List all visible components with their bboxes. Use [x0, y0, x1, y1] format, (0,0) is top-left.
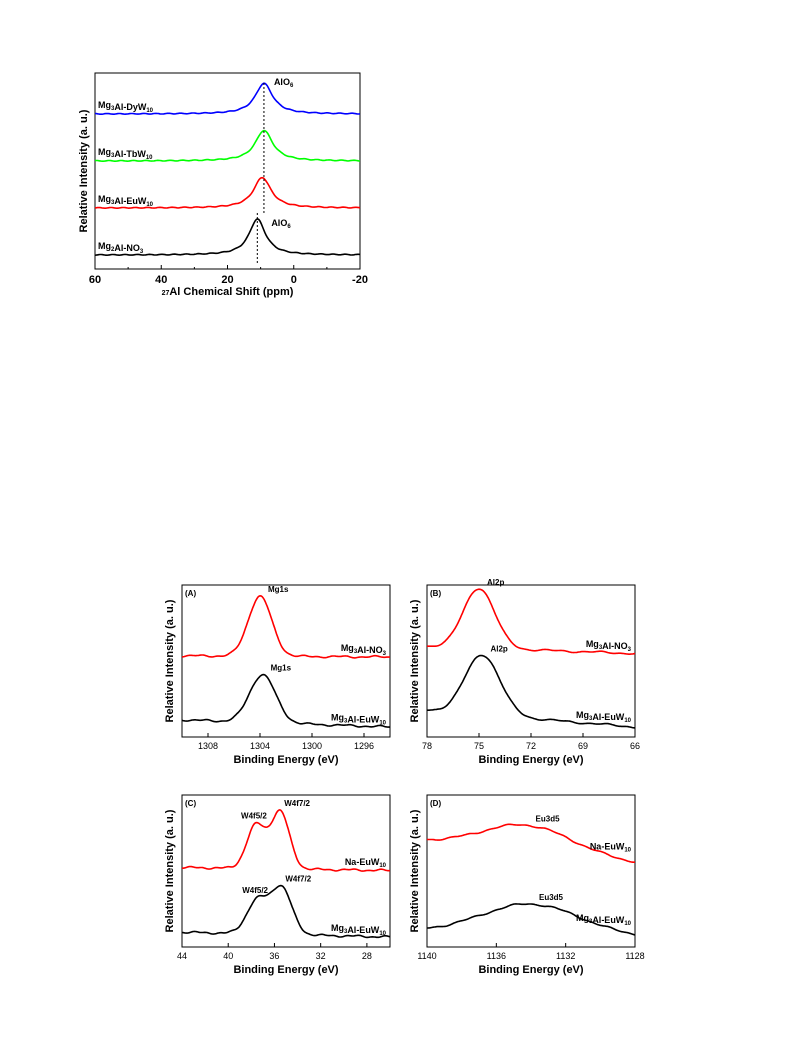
x-tick-label: 1140 — [417, 951, 436, 961]
y-axis-label: Relative Intensity (a. u.) — [164, 599, 176, 722]
panel-label: (D) — [430, 799, 441, 808]
peak-label: Mg1s — [271, 664, 292, 673]
panel-label: (C) — [185, 799, 196, 808]
plot-frame — [426, 794, 636, 948]
series-line — [94, 129, 361, 163]
peak-label: W4f5/2 — [241, 812, 267, 821]
peak-label: Eu3d5 — [536, 814, 561, 823]
plot-frame — [181, 584, 391, 738]
x-tick-label: 66 — [630, 741, 640, 751]
series-label: Mg3Al-EuW10 — [331, 923, 387, 937]
panel-A: (A) 1308 1304 1300 1296 Binding Energy (eV) Re… — [164, 584, 391, 766]
x-axis-label: 27Al Chemical Shift (ppm) — [162, 286, 294, 298]
x-tick-label: 72 — [526, 741, 536, 751]
nmr-figure: 60 40 20 0 -20 27Al Chemical Shift (ppm) Relat… — [78, 72, 368, 298]
series-line — [182, 809, 391, 872]
series-label: Na-EuW10 — [590, 842, 632, 854]
x-axis-label: Binding Energy (eV) — [233, 964, 338, 976]
series-line — [427, 654, 636, 729]
panel-B: (B) 78 75 72 69 66 Binding Energy (eV) Relative… — [409, 578, 640, 766]
x-tick-label: 1132 — [556, 951, 575, 961]
series-line — [94, 218, 361, 257]
x-tick-label: 78 — [422, 741, 432, 751]
series-line — [427, 903, 636, 936]
x-tick-label: 40 — [155, 274, 167, 286]
x-tick-label: 1296 — [354, 741, 374, 751]
peak-label: Eu3d5 — [539, 893, 564, 902]
x-axis-label: Binding Energy (eV) — [233, 754, 338, 766]
series-label: Mg3Al-NO3 — [341, 643, 387, 657]
x-tick-label: -20 — [352, 274, 368, 286]
series-line — [181, 673, 390, 728]
x-tick-label: 0 — [291, 274, 297, 286]
series-line — [181, 884, 391, 939]
peak-label: Al2p — [490, 645, 507, 654]
panel-D: (D) 1140 1136 1132 1128 Binding Energy (eV) Re… — [409, 794, 645, 976]
peak-label: Al2p — [487, 578, 504, 587]
x-tick-label: 1300 — [302, 741, 322, 751]
series-label: Mg2Al-NO3 — [98, 241, 144, 255]
xps-figure: (A) 1308 1304 1300 1296 Binding Energy (eV) Re… — [164, 578, 645, 976]
panel-label: (A) — [185, 589, 196, 598]
series-line — [94, 82, 361, 116]
series-label: Mg3Al-EuW10 — [331, 712, 387, 726]
peak-label: W4f5/2 — [242, 886, 268, 895]
series-label: Mg3Al-EuW10 — [98, 194, 154, 208]
series-line — [181, 594, 390, 659]
y-axis-label: Relative Intensity (a. u.) — [409, 599, 421, 722]
panel-C: (C) 44 40 36 32 28 Binding Energy (eV) Relative… — [164, 794, 391, 976]
x-tick-label: 40 — [223, 951, 233, 961]
x-tick-label: 75 — [474, 741, 484, 751]
series-label: Na-EuW10 — [345, 857, 387, 869]
series-label: Mg3Al-NO3 — [586, 639, 632, 653]
peak-label: AlO6 — [271, 218, 291, 230]
x-tick-label: 60 — [89, 274, 101, 286]
x-tick-label: 44 — [177, 951, 187, 961]
x-tick-label: 1136 — [487, 951, 506, 961]
x-tick-label: 1128 — [625, 951, 644, 961]
peak-label: W4f7/2 — [284, 799, 310, 808]
x-tick-label: 1304 — [250, 741, 270, 751]
peak-label: Mg1s — [268, 585, 289, 594]
series-line — [94, 176, 361, 210]
series-label: Mg3Al-EuW10 — [576, 710, 632, 724]
peak-label: W4f7/2 — [285, 875, 311, 884]
x-tick-label: 1308 — [198, 741, 218, 751]
y-axis-label: Relative Intensity (a. u.) — [78, 109, 90, 232]
y-axis-label: Relative Intensity (a. u.) — [409, 809, 421, 932]
panel-label: (B) — [430, 589, 441, 598]
y-axis-label: Relative Intensity (a. u.) — [164, 809, 176, 932]
x-tick-label: 69 — [578, 741, 588, 751]
x-tick-label: 32 — [316, 951, 326, 961]
x-tick-label: 36 — [269, 951, 279, 961]
x-tick-label: 28 — [362, 951, 372, 961]
series-label: Mg3Al-DyW10 — [98, 100, 154, 114]
x-axis-label: Binding Energy (eV) — [478, 754, 583, 766]
x-axis-label: Binding Energy (eV) — [478, 964, 583, 976]
series-line — [426, 823, 635, 863]
series-line — [426, 588, 636, 655]
x-tick-label: 20 — [221, 274, 233, 286]
series-label: Mg3Al-TbW10 — [98, 147, 153, 161]
series-label: Mg3Al-EuW10 — [576, 913, 632, 927]
peak-label: AlO6 — [274, 77, 294, 89]
